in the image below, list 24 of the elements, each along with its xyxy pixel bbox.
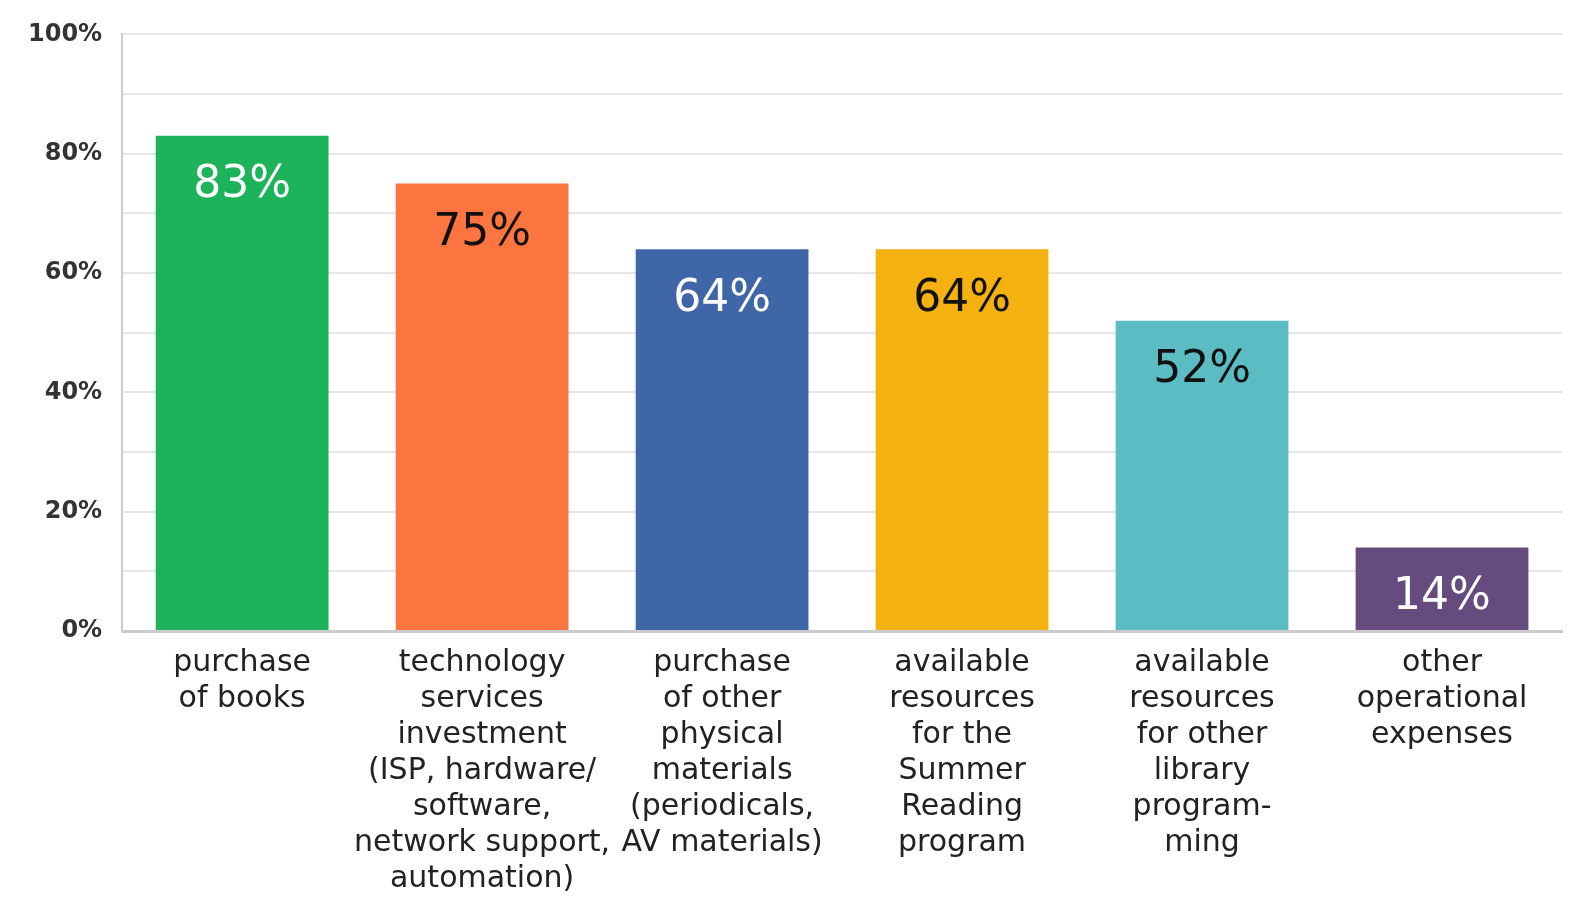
x-tick-label: purchase of books <box>173 642 311 714</box>
y-tick-label: 80% <box>44 137 103 166</box>
data-label: 83% <box>193 156 292 208</box>
x-tick-label: purchase of other physical materials (periodicals, AV materials) <box>621 642 823 858</box>
data-label: 14% <box>1393 567 1491 619</box>
x-tick-label: available resources for other library program- ming <box>1129 642 1275 858</box>
data-label: 64% <box>673 269 771 321</box>
x-tick-label: available resources for the Summer Reading program <box>889 642 1035 858</box>
bar <box>875 249 1049 630</box>
y-tick-label: 0% <box>61 615 103 644</box>
x-tick-label: other operational expenses <box>1356 642 1528 750</box>
y-tick-label: 40% <box>44 376 103 405</box>
bar <box>155 135 329 630</box>
bar <box>635 249 809 630</box>
data-label: 52% <box>1153 341 1251 393</box>
data-label: 64% <box>913 269 1011 321</box>
y-tick-label: 60% <box>44 257 103 286</box>
bar <box>1355 547 1529 630</box>
data-label: 75% <box>433 203 532 255</box>
bar <box>395 183 569 630</box>
x-tick-label: technology services investment (ISP, hardware/ software, network support, automation) <box>354 642 611 894</box>
bar <box>1115 320 1289 630</box>
y-tick-label: 100% <box>27 18 103 47</box>
y-tick-label: 20% <box>44 495 103 524</box>
